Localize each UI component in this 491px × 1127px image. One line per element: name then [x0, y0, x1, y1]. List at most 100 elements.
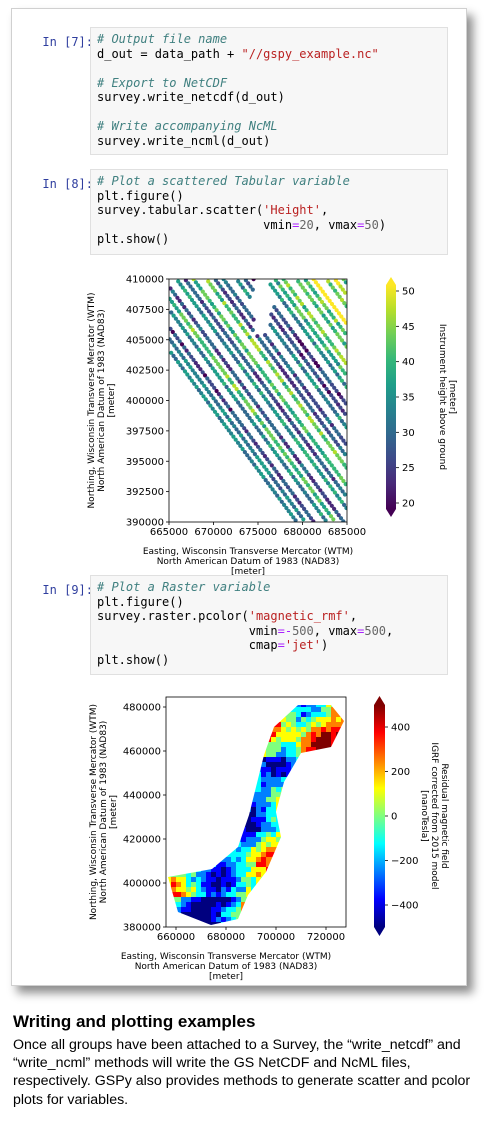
raster-cell: [196, 777, 201, 782]
scatter-point: [336, 311, 342, 316]
scatter-point: [202, 303, 207, 308]
scatter-point: [306, 351, 311, 356]
raster-cell: [256, 777, 261, 782]
raster-cell: [176, 857, 181, 862]
scatter-point: [311, 519, 316, 522]
scatter-point: [216, 362, 221, 367]
raster-cell: [276, 737, 281, 742]
scatter-point: [302, 506, 307, 511]
scatter-point: [216, 321, 221, 326]
raster-cell: [301, 747, 306, 752]
raster-cell: [286, 902, 291, 907]
raster-cell: [306, 812, 311, 817]
raster-cell: [221, 727, 226, 732]
code-token: 500: [364, 623, 387, 638]
raster-cell: [276, 887, 281, 892]
scatter-point: [312, 492, 317, 497]
scatter-point: [275, 372, 280, 377]
raster-cell: [266, 852, 271, 857]
raster-cell: [191, 887, 196, 892]
raster-cell: [236, 882, 241, 887]
raster-cell: [341, 767, 344, 772]
raster-cell: [266, 917, 271, 922]
raster-cell: [186, 757, 191, 762]
scatter-point: [232, 424, 237, 429]
raster-cell: [336, 782, 341, 787]
raster-cell: [206, 812, 211, 817]
raster-cell: [236, 827, 241, 832]
scatter-point: [182, 369, 188, 374]
raster-cell: [296, 747, 301, 752]
scatter-point: [220, 327, 225, 333]
scatter-point: [327, 298, 332, 303]
scatter-point: [326, 279, 331, 284]
scatter-point: [244, 348, 249, 353]
scatter-point: [336, 362, 341, 367]
code-editor[interactable]: # Plot a Raster variable plt.figure() surv…: [90, 575, 448, 675]
scatter-point: [301, 396, 306, 401]
raster-cell: [301, 837, 306, 842]
code-editor[interactable]: # Plot a scattered Tabular variable plt.f…: [90, 169, 448, 255]
raster-cell: [286, 892, 291, 897]
scatter-point: [289, 299, 295, 305]
scatter-point: [311, 398, 316, 403]
raster-cell: [251, 917, 256, 922]
raster-cell: [251, 887, 256, 892]
raster-cell: [176, 757, 181, 762]
raster-cell: [256, 867, 261, 872]
raster-cell: [226, 897, 231, 902]
code-token: plt.show(): [97, 232, 170, 246]
code-editor[interactable]: # Output file name d_out = data_path + "/…: [90, 27, 448, 155]
scatter-point: [316, 307, 322, 312]
raster-cell: [336, 872, 341, 877]
scatter-point: [289, 421, 294, 426]
scatter-point: [186, 281, 191, 286]
scatter-point: [277, 415, 282, 421]
scatter-point: [297, 339, 302, 344]
raster-cell: [216, 722, 221, 727]
raster-cell: [211, 832, 216, 837]
scatter-point: [306, 432, 311, 437]
scatter-point: [215, 291, 220, 296]
raster-cell: [231, 707, 236, 712]
raster-cell: [191, 787, 196, 792]
raster-cell: [171, 887, 176, 892]
raster-cell: [301, 827, 306, 832]
raster-cell: [316, 877, 321, 882]
raster-cell: [231, 847, 236, 852]
colorbar-label: Residual magnetic field: [439, 763, 449, 868]
scatter-point: [308, 486, 313, 491]
raster-cell: [311, 747, 316, 752]
raster-cell: [196, 917, 201, 922]
scatter-point: [183, 329, 188, 334]
raster-cell: [211, 772, 216, 777]
raster-cell: [301, 847, 306, 852]
raster-cell: [251, 767, 256, 772]
raster-cell: [311, 757, 316, 762]
raster-cell: [226, 757, 231, 762]
raster-cell: [301, 767, 306, 772]
scatter-point: [292, 383, 297, 388]
scatter-point: [327, 419, 332, 425]
raster-cell: [221, 887, 226, 892]
raster-cell: [168, 847, 171, 852]
raster-cell: [341, 717, 344, 722]
raster-cell: [168, 872, 171, 877]
scatter-point: [319, 350, 324, 355]
scatter-point: [235, 376, 240, 381]
scatter-point: [229, 310, 234, 315]
raster-cell: [296, 717, 301, 722]
scatter-point: [308, 365, 313, 370]
scatter-point: [235, 440, 241, 445]
raster-cell: [256, 762, 261, 767]
raster-cell: [271, 752, 276, 757]
scatter-point: [290, 329, 295, 335]
scatter-point: [337, 456, 342, 461]
raster-cell: [296, 797, 301, 802]
scatter-point: [329, 312, 334, 317]
raster-cell: [271, 887, 276, 892]
raster-cell: [296, 852, 301, 857]
raster-cell: [191, 757, 196, 762]
raster-cell: [261, 827, 266, 832]
raster-cell: [306, 707, 311, 712]
